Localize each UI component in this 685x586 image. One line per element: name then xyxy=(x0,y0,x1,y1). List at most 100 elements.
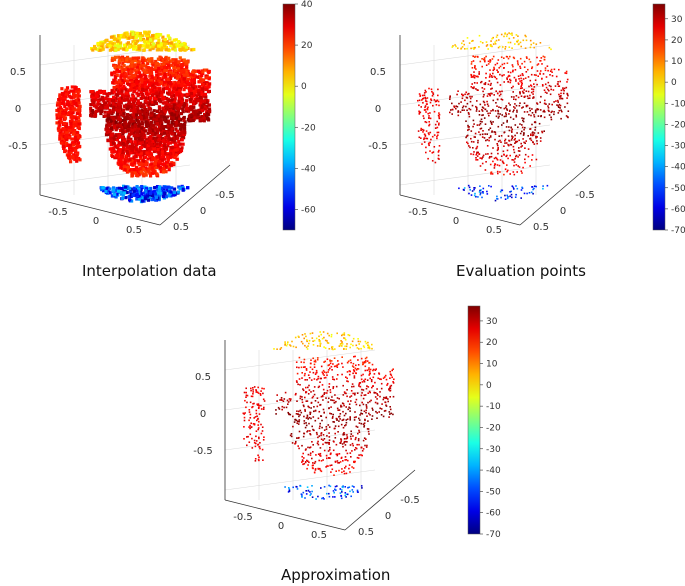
data-point xyxy=(159,129,163,133)
data-point xyxy=(113,102,117,106)
data-point xyxy=(312,371,315,374)
data-point xyxy=(349,407,351,410)
data-point xyxy=(154,159,158,163)
data-point xyxy=(480,118,483,121)
data-point xyxy=(182,73,186,77)
data-point xyxy=(146,109,150,113)
data-point xyxy=(552,89,555,91)
data-point xyxy=(158,141,163,145)
data-point xyxy=(70,137,74,141)
data-point xyxy=(465,120,467,122)
data-point xyxy=(125,107,129,111)
data-point xyxy=(176,111,180,115)
data-point xyxy=(148,171,152,175)
data-point xyxy=(428,115,430,117)
data-point xyxy=(126,166,130,170)
data-point xyxy=(146,143,150,148)
data-point xyxy=(128,146,132,150)
data-point xyxy=(466,47,468,50)
data-point xyxy=(78,104,82,108)
data-point xyxy=(489,59,492,62)
data-point xyxy=(486,145,489,147)
data-point xyxy=(141,87,145,91)
data-point xyxy=(117,85,121,89)
data-point xyxy=(154,195,159,199)
data-point xyxy=(533,132,536,134)
data-point xyxy=(148,38,153,42)
data-point xyxy=(191,86,195,90)
data-point xyxy=(475,105,477,108)
data-point xyxy=(548,103,551,105)
data-point xyxy=(183,75,187,79)
data-point xyxy=(505,112,507,114)
data-point xyxy=(111,101,115,105)
data-point xyxy=(161,58,165,62)
data-point xyxy=(126,136,130,140)
data-point xyxy=(73,135,77,139)
data-point xyxy=(138,83,142,87)
data-point xyxy=(517,75,520,77)
data-point xyxy=(159,147,163,152)
data-point xyxy=(432,104,434,107)
data-point xyxy=(516,60,519,62)
data-point xyxy=(199,96,203,100)
data-point xyxy=(473,82,476,84)
data-point xyxy=(479,189,481,192)
data-point xyxy=(530,191,533,194)
data-point xyxy=(518,78,520,80)
data-point xyxy=(472,87,475,90)
data-point xyxy=(472,60,475,62)
data-point xyxy=(131,59,135,63)
data-point xyxy=(145,37,150,41)
data-point xyxy=(484,123,487,125)
data-point xyxy=(314,400,317,402)
data-point xyxy=(144,58,148,63)
data-point xyxy=(539,42,542,44)
data-point xyxy=(519,57,522,60)
data-point xyxy=(424,134,427,137)
data-point xyxy=(258,446,260,448)
data-point xyxy=(174,124,178,128)
data-point xyxy=(258,413,261,415)
data-point xyxy=(140,199,145,203)
data-point xyxy=(151,93,155,97)
data-point xyxy=(173,110,178,114)
data-point xyxy=(541,131,544,134)
data-point xyxy=(66,112,70,116)
data-point xyxy=(349,452,352,454)
data-point xyxy=(154,59,158,64)
data-point xyxy=(205,76,209,80)
data-point xyxy=(207,70,211,74)
data-point xyxy=(509,55,511,58)
data-point xyxy=(137,62,141,66)
data-point xyxy=(466,93,469,96)
data-point xyxy=(297,437,300,439)
data-point xyxy=(136,86,140,90)
data-point xyxy=(158,166,162,170)
data-point xyxy=(133,74,137,78)
data-point xyxy=(389,396,391,398)
data-point xyxy=(115,138,120,142)
data-point xyxy=(352,344,354,347)
data-point xyxy=(70,114,74,118)
data-point xyxy=(66,101,70,105)
data-point xyxy=(486,133,488,135)
data-point xyxy=(330,365,333,368)
data-point xyxy=(457,90,459,92)
data-point xyxy=(487,105,490,107)
data-point xyxy=(437,151,440,153)
data-point xyxy=(287,403,289,405)
data-point xyxy=(128,83,132,87)
data-point xyxy=(346,371,349,373)
data-point xyxy=(311,457,313,460)
data-point xyxy=(340,423,343,426)
data-point xyxy=(308,406,310,409)
data-point xyxy=(478,46,480,48)
data-point xyxy=(159,80,163,84)
data-point xyxy=(515,185,517,187)
data-point xyxy=(324,360,326,363)
data-point xyxy=(498,39,500,41)
data-point xyxy=(75,104,79,108)
data-point xyxy=(163,131,167,135)
data-point xyxy=(190,94,194,98)
